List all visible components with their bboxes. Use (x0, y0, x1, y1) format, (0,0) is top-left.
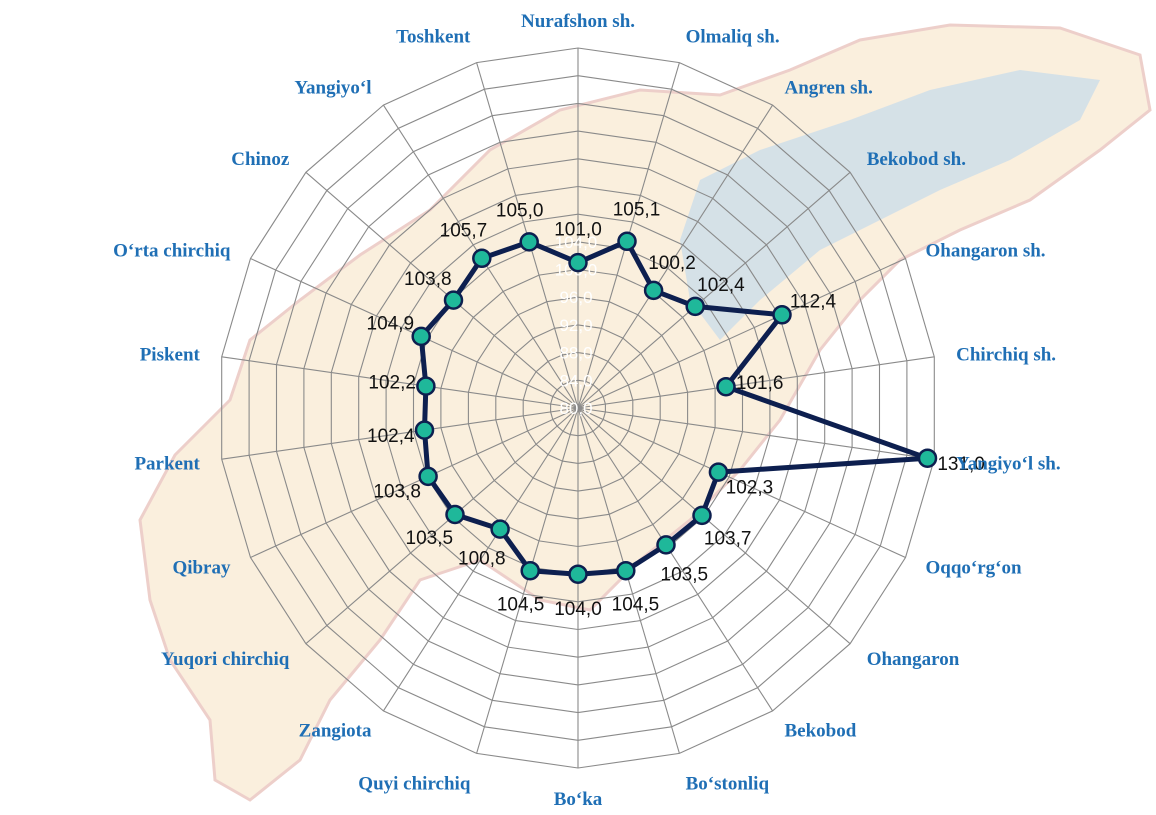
data-point (568, 564, 588, 584)
radial-tick-label: 84,0 (559, 371, 592, 390)
data-point (416, 376, 436, 396)
category-label: Angren sh. (785, 78, 873, 99)
value-labels: 101,0105,1100,2102,4112,4101,6131,0102,3… (367, 200, 985, 621)
grid-spoke (305, 407, 579, 645)
value-label: 105,0 (496, 200, 544, 221)
data-point (568, 252, 588, 273)
value-label: 103,5 (406, 528, 454, 549)
data-point (616, 560, 636, 581)
data-point (411, 326, 431, 347)
category-label: Yuqori chirchiq (161, 649, 290, 670)
grid-spoke (577, 257, 906, 409)
data-point (443, 290, 464, 310)
grid-spoke (250, 407, 579, 559)
category-label: Bo‘ka (554, 789, 603, 810)
grid-spoke (577, 407, 906, 559)
data-point (617, 231, 637, 252)
value-label: 131,0 (937, 454, 985, 475)
grid-spoke (577, 407, 774, 712)
category-label: Bo‘stonliq (686, 774, 770, 795)
value-label: 112,4 (790, 292, 837, 313)
data-point (685, 296, 705, 317)
data-point (520, 560, 540, 581)
grid-spoke (577, 407, 680, 754)
category-label: Piskent (140, 345, 201, 366)
data-point (656, 535, 676, 555)
value-label: 104,5 (497, 594, 545, 615)
value-label: 100,8 (458, 549, 506, 570)
category-label: Parkent (134, 453, 200, 474)
category-label: Yangiyo‘l (294, 78, 371, 99)
category-label: Toshkent (396, 27, 471, 48)
value-label: 105,1 (613, 200, 661, 221)
radial-tick-label: 80,0 (559, 399, 592, 418)
value-label: 105,7 (440, 221, 488, 242)
data-point (772, 305, 792, 325)
data-point (643, 280, 664, 301)
category-label: Olmaliq sh. (686, 27, 780, 48)
data-markers (411, 231, 938, 584)
data-point (716, 376, 736, 397)
value-label: 104,5 (612, 594, 660, 615)
map-land-shape (138, 23, 1152, 802)
background-map (138, 23, 1152, 802)
data-point (917, 448, 938, 468)
grid-spoke (577, 171, 851, 409)
value-label: 104,0 (554, 599, 602, 620)
map-water-shape (680, 70, 1100, 340)
radial-tick-label: 104,0 (555, 233, 598, 252)
data-point (418, 466, 438, 487)
category-label: Bekobod (785, 720, 857, 741)
value-label: 103,7 (704, 529, 752, 550)
category-label: Chinoz (231, 149, 290, 170)
value-label: 100,2 (648, 253, 696, 274)
grid-spoke (577, 356, 935, 409)
value-label: 102,3 (726, 477, 774, 498)
radial-tick-label: 88,0 (559, 344, 592, 363)
category-label: Yangiyo‘l sh. (956, 453, 1061, 474)
category-label: Zangiota (299, 720, 372, 741)
value-label: 101,0 (554, 220, 602, 241)
value-label: 102,2 (368, 372, 416, 393)
grid-spoke (577, 104, 774, 409)
category-label: Ohangaron (867, 649, 960, 670)
category-label: Qibray (172, 558, 231, 579)
category-label: Ohangaron sh. (926, 240, 1046, 261)
grid-spoke (577, 407, 935, 460)
grid-spoke (382, 407, 579, 712)
radial-tick-label: 92,0 (559, 316, 592, 335)
category-labels: Nurafshon sh. Olmaliq sh. Angren sh. Bekobo… (113, 11, 1060, 810)
category-label: Chirchiq sh. (956, 345, 1056, 366)
value-label: 104,9 (367, 313, 415, 334)
value-label: 103,8 (404, 269, 452, 290)
grid-spoke (577, 407, 851, 645)
category-label: Nurafshon sh. (521, 11, 635, 32)
data-point (414, 420, 435, 440)
data-point (490, 519, 510, 539)
category-label: Quyi chirchiq (358, 774, 471, 795)
value-label: 102,4 (697, 275, 745, 296)
category-label: O‘rta chirchiq (113, 240, 231, 261)
data-point (445, 504, 465, 525)
radar-grid (221, 47, 935, 769)
category-label: Oqqo‘rg‘on (926, 558, 1023, 579)
data-point (708, 462, 729, 482)
value-label: 102,4 (367, 426, 415, 447)
radial-tick-label: 96,0 (559, 288, 592, 307)
value-label: 101,6 (736, 373, 784, 394)
data-point (519, 232, 539, 252)
grid-spoke (221, 407, 579, 460)
data-point (692, 505, 712, 526)
grid-spoke (305, 171, 579, 409)
data-point (472, 248, 492, 269)
value-label: 103,8 (373, 482, 421, 503)
category-label: Bekobod sh. (867, 149, 966, 170)
grid-spoke (476, 407, 579, 754)
value-label: 103,5 (661, 565, 709, 586)
grid-spoke (221, 356, 579, 409)
